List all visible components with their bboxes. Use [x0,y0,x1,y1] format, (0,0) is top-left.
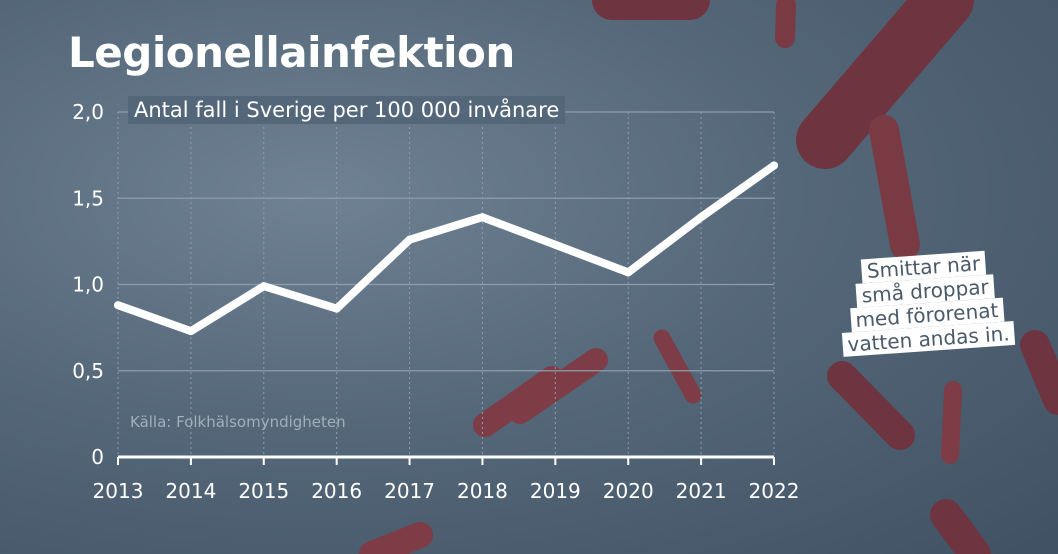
series-line-cases [114,161,778,336]
data-point [551,240,560,249]
data-point [770,161,778,170]
bacterium [359,522,433,554]
data-point [624,268,633,277]
bacterium [869,115,920,260]
x-axis-ticks: 2013 2014 2015 2016 2017 2018 2019 2020 2021 2022 [93,457,800,503]
data-point [478,213,487,222]
bacteria-illustration [359,0,1058,554]
y-tick-label: 1,0 [72,273,104,297]
data-point [114,301,122,310]
bacterium [653,329,702,404]
data-point [405,235,414,244]
x-tick-label: 2014 [165,479,216,503]
gridlines [117,111,775,457]
x-tick-label: 2015 [238,479,289,503]
chart-title: Legionellainfektion [68,28,515,77]
x-tick-label: 2020 [603,479,654,503]
x-tick-label: 2016 [311,479,362,503]
data-point [697,213,706,222]
bacterium [827,361,915,450]
x-tick-label: 2018 [457,479,508,503]
bacterium [775,0,796,48]
y-axis-ticks: 0 0,5 1,0 1,5 2,0 [72,100,104,469]
bacterium [1020,330,1058,415]
data-point [186,327,195,336]
bacterium [508,348,608,424]
chart-subtitle: Antal fall i Sverige per 100 000 invånar… [128,96,566,124]
x-tick-label: 2021 [676,479,727,503]
y-tick-label: 0 [91,445,104,469]
data-point [259,282,268,291]
data-point [332,304,341,313]
info-note: Smittar när små droppar med förorenat va… [832,249,1020,357]
x-tick-label: 2013 [93,479,144,503]
data-points [114,161,778,336]
source-label: Källa: Folkhälsomyndigheten [130,413,346,431]
x-tick-label: 2022 [749,479,800,503]
bacterium [796,0,974,169]
x-tick-label: 2019 [530,479,581,503]
x-tick-label: 2017 [384,479,435,503]
y-tick-label: 2,0 [72,100,104,124]
y-tick-label: 0,5 [72,359,104,383]
bacterium [930,499,991,554]
y-tick-label: 1,5 [72,186,104,210]
bacterium [941,381,962,464]
